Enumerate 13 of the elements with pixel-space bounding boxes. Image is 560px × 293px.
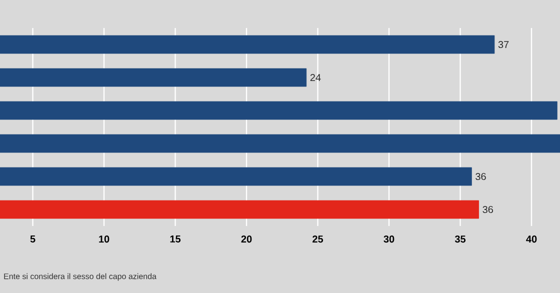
data-label: 37 (498, 40, 509, 48)
x-tick-label: 20 (241, 236, 252, 243)
text: Ente si considera il sesso del capo azienda (4, 273, 156, 281)
data-label: 36 (476, 172, 486, 180)
data-label: 36 (482, 206, 493, 214)
data-label: 24 (310, 74, 321, 81)
x-tick-label: 5 (30, 236, 36, 243)
x-tick-label: 10 (99, 236, 110, 243)
x-tick-label: 25 (312, 236, 324, 243)
x-tick-label: 15 (170, 236, 181, 243)
x-tick-label: 40 (526, 236, 537, 243)
x-tick-label: 30 (384, 236, 394, 243)
x-tick-label: 35 (454, 236, 466, 243)
